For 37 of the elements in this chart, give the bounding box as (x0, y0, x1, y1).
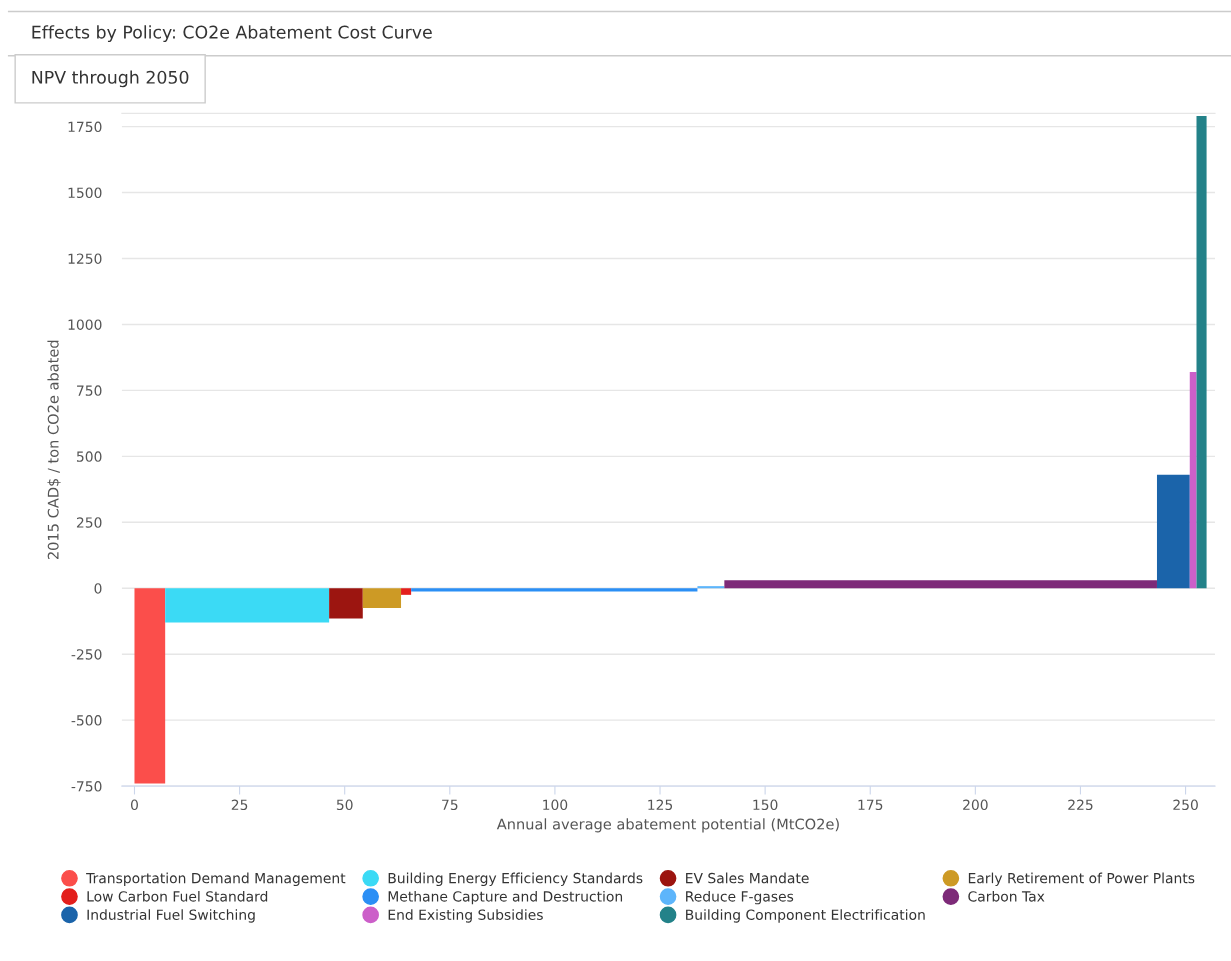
legend-label: End Existing Subsidies (388, 909, 543, 923)
y-tick-label: -250 (71, 649, 102, 660)
legend-label: Building Component Electrification (686, 909, 925, 923)
x-tick-label: 175 (858, 799, 883, 811)
y-tick-label: 1500 (68, 187, 102, 199)
legend-label: Carbon Tax (968, 890, 1045, 902)
legend-label: Methane Capture and Destruction (388, 890, 623, 905)
legend-label: Transportation Demand Management (86, 872, 346, 887)
y-tick-label: 1250 (68, 253, 102, 264)
x-tick-label: 225 (1068, 799, 1093, 811)
y-tick-label: -750 (71, 781, 102, 792)
x-tick-label: 100 (543, 799, 568, 811)
y-tick-label: 500 (76, 451, 102, 462)
legend-label: Reduce F-gases (686, 890, 794, 905)
y-tick-label: -500 (71, 715, 102, 726)
x-axis-title: Annual average abatement potential (MtCO2e) (496, 818, 839, 833)
legend-label: Early Retirement of Power Plants (968, 872, 1195, 887)
x-tick-label: 0 (130, 799, 138, 811)
legend-label: EV Sales Mandate (686, 872, 809, 884)
x-tick-label: 50 (336, 799, 353, 811)
legend-label: Low Carbon Fuel Standard (87, 890, 268, 902)
y-tick-label: 1750 (68, 121, 102, 133)
x-tick-label: 150 (753, 799, 778, 811)
x-tick-label: 75 (442, 799, 458, 811)
x-tick-label: 125 (648, 799, 673, 811)
y-tick-label: 0 (94, 583, 102, 594)
y-tick-label: 1000 (68, 319, 102, 330)
x-tick-label: 200 (963, 799, 988, 811)
y-axis-title: 2015 CAD$ / ton CO2e abated (47, 340, 61, 560)
chart-subtitle: NPV through 2050 (32, 70, 189, 88)
x-tick-label: 250 (1173, 799, 1198, 811)
chart-title: Effects by Policy: CO2e Abatement Cost Curve (32, 25, 432, 43)
y-tick-label: 750 (77, 385, 102, 396)
legend-label: Industrial Fuel Switching (87, 909, 255, 923)
legend-label: Building Energy Efficiency Standards (388, 872, 643, 887)
y-tick-label: 250 (76, 517, 102, 528)
x-tick-label: 25 (231, 799, 248, 811)
